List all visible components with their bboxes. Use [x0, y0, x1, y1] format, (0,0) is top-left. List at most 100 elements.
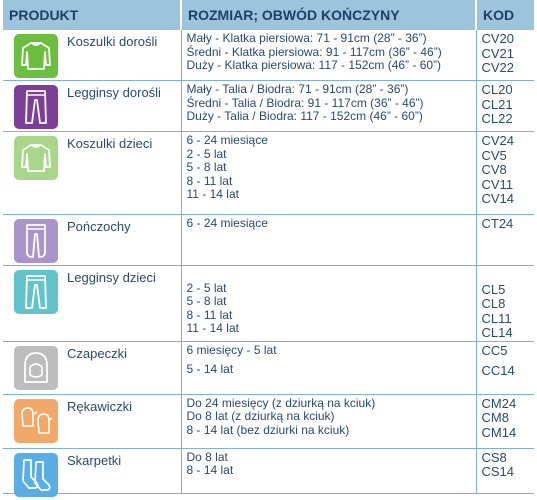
size-line: Duży - Talia / Biodra: 117 - 152cm (46” … — [186, 109, 423, 124]
product-cell: Czapeczki — [3, 341, 182, 395]
code-cell: CV20 CV21 CV22 — [476, 30, 534, 81]
code-line: CC5 — [481, 342, 508, 358]
header-kod: KOD — [476, 0, 534, 30]
size-line: 6 - 24 miesiące — [186, 216, 268, 230]
header-produkt: PRODUKT — [3, 0, 182, 30]
size-line: 6 - 24 miesiące — [186, 133, 268, 147]
size-line: 8 - 11 lat — [186, 173, 233, 188]
size-line: Średni - Talia / Biodra: 91 - 117cm (36”… — [186, 95, 424, 110]
size-line: Do 24 miesięcy (z dziurką na kciuk) — [186, 395, 376, 410]
code-line: CL14 — [481, 325, 513, 340]
long-sleeve-shirt-icon — [14, 34, 58, 78]
code-cell: CM24 CM8 CM14 — [476, 394, 534, 449]
socks-icon — [14, 452, 58, 497]
code-line: CV21 — [481, 45, 515, 61]
size-cell: Mały - Talia / Biodra: 71 - 91cm (28” - … — [181, 80, 477, 132]
size-line: 2 - 5 lat — [186, 146, 227, 161]
code-line: CL8 — [481, 296, 506, 311]
size-line: 8 - 14 lat — [186, 463, 234, 478]
long-sleeve-shirt-icon — [14, 136, 58, 180]
size-line: 6 miesięcy - 5 lat — [186, 342, 277, 357]
product-cell: Legginsy dzieci — [3, 265, 182, 342]
tights-icon — [14, 219, 58, 263]
code-line: CS8 — [481, 449, 507, 465]
mittens-icon — [14, 398, 58, 443]
size-line: 5 - 8 lat — [186, 160, 227, 175]
table-row: Skarpetki Do 8 lat 8 - 14 lat CS8 CS14 — [3, 448, 534, 497]
code-line: CC14 — [481, 362, 515, 378]
code-line: CV14 — [481, 191, 515, 206]
product-name: Legginsy dorośli — [67, 85, 161, 100]
code-line: CM14 — [481, 424, 517, 440]
product-name: Pończochy — [67, 219, 131, 234]
code-line: CV8 — [481, 162, 507, 177]
code-cell: CC5 CC14 — [476, 341, 534, 395]
product-name: Koszulki dorośli — [67, 34, 158, 49]
size-line: 5 - 8 lat — [186, 294, 227, 309]
product-cell: Rękawiczki — [3, 394, 182, 449]
product-cell: Pończochy — [3, 214, 182, 266]
table-row: Rękawiczki Do 24 miesięcy (z dziurką na k… — [3, 394, 534, 449]
size-line: 11 - 14 lat — [186, 187, 239, 202]
product-name: Legginsy dzieci — [67, 270, 156, 285]
code-cell: CL20 CL21 CL22 — [476, 80, 534, 132]
table-row: Legginsy dorośli Mały - Talia / Biodra: 7… — [3, 80, 534, 132]
size-line: Mały - Klatka piersiowa: 71 - 91cm (28” … — [186, 31, 427, 45]
size-cell: 6 miesięcy - 5 lat 5 - 14 lat — [181, 341, 477, 395]
size-cell: 6 - 24 miesiące — [181, 214, 477, 266]
size-table: PRODUKT ROZMIAR; OBWÓD KOŃCZYNY KOD Kosz… — [3, 0, 534, 497]
product-cell: Koszulki dzieci — [3, 131, 182, 215]
size-cell: Do 8 lat 8 - 14 lat — [181, 448, 477, 494]
code-cell: CV24 CV5 CV8 CV11 CV14 — [476, 131, 534, 215]
size-line: Średni - Klatka piersiowa: 91 - 117cm (3… — [186, 44, 442, 59]
table-body: Koszulki dorośli Mały - Klatka piersiowa:… — [3, 30, 534, 497]
size-line: 5 - 14 lat — [186, 362, 234, 377]
code-cell: CS8 CS14 — [476, 448, 534, 494]
size-line: Duży - Klatka piersiowa: 117 - 152cm (46… — [186, 58, 442, 73]
leggings-icon — [14, 270, 58, 314]
hood-cap-icon — [14, 345, 58, 390]
size-line: Mały - Talia / Biodra: 71 - 91cm (28” - … — [186, 82, 409, 96]
size-line: 8 - 11 lat — [186, 307, 233, 322]
table-header: PRODUKT ROZMIAR; OBWÓD KOŃCZYNY KOD — [3, 0, 534, 30]
table-row: Czapeczki 6 miesięcy - 5 lat 5 - 14 lat CC5… — [3, 341, 534, 395]
code-line: CL20 — [481, 82, 513, 97]
size-line: 11 - 14 lat — [186, 321, 239, 336]
product-name: Czapeczki — [67, 345, 127, 361]
size-cell: 2 - 5 lat 5 - 8 lat 8 - 11 lat 11 - 14 lat — [181, 265, 477, 342]
code-cell: CL5 CL8 CL11 CL14 — [476, 265, 534, 342]
table-row: Pończochy 6 - 24 miesiące CT24 — [3, 214, 534, 266]
code-line: CV11 — [481, 176, 514, 192]
code-line: CL5 — [481, 281, 506, 297]
code-line: CL11 — [481, 310, 512, 326]
product-name: Rękawiczki — [67, 398, 133, 414]
code-cell: CT24 — [476, 214, 534, 266]
product-name: Skarpetki — [67, 452, 122, 468]
size-line — [187, 268, 476, 282]
code-line: CV22 — [481, 60, 515, 75]
table-row: Koszulki dzieci 6 - 24 miesiące 2 - 5 lat 5… — [3, 131, 534, 215]
table-row: Legginsy dzieci 2 - 5 lat 5 - 8 lat 8 - 11… — [3, 265, 534, 342]
code-line: CT24 — [481, 216, 514, 231]
size-cell: Do 24 miesięcy (z dziurką na kciuk) Do 8 … — [181, 394, 477, 449]
leggings-icon — [14, 85, 58, 129]
code-line: CM8 — [481, 410, 509, 425]
code-line: CV5 — [481, 147, 507, 163]
product-cell: Skarpetki — [3, 448, 182, 497]
size-line: Do 8 lat — [186, 449, 228, 464]
code-line: CV24 — [481, 133, 515, 148]
header-rozmiar: ROZMIAR; OBWÓD KOŃCZYNY — [181, 0, 477, 30]
size-line: Do 8 lat (z dziurką na kciuk) — [186, 409, 335, 424]
code-line: CS14 — [481, 464, 515, 479]
code-line: CL22 — [481, 111, 513, 126]
size-cell: 6 - 24 miesiące 2 - 5 lat 5 - 8 lat 8 - 11 … — [181, 131, 477, 215]
size-line: 8 - 14 lat (bez dziurki na kciuk) — [186, 422, 350, 437]
code-line: CV20 — [481, 31, 515, 46]
product-cell: Koszulki dorośli — [3, 30, 182, 81]
product-name: Koszulki dzieci — [67, 136, 153, 151]
code-line: CM24 — [481, 395, 517, 411]
product-cell: Legginsy dorośli — [3, 80, 182, 132]
size-line: 2 - 5 lat — [186, 280, 227, 295]
code-line: CL21 — [481, 96, 513, 112]
